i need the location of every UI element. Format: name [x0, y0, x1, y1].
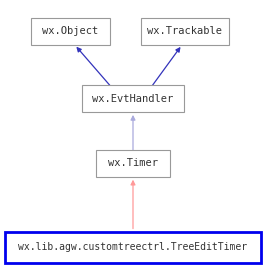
FancyBboxPatch shape [141, 18, 229, 45]
FancyBboxPatch shape [31, 18, 110, 45]
FancyBboxPatch shape [82, 85, 184, 112]
Text: wx.Timer: wx.Timer [108, 158, 158, 168]
Text: wx.EvtHandler: wx.EvtHandler [92, 93, 174, 104]
Text: wx.Trackable: wx.Trackable [147, 26, 222, 36]
Text: wx.Object: wx.Object [42, 26, 99, 36]
FancyBboxPatch shape [5, 231, 261, 262]
FancyBboxPatch shape [96, 150, 170, 177]
Text: wx.lib.agw.customtreectrl.TreeEditTimer: wx.lib.agw.customtreectrl.TreeEditTimer [18, 242, 248, 252]
